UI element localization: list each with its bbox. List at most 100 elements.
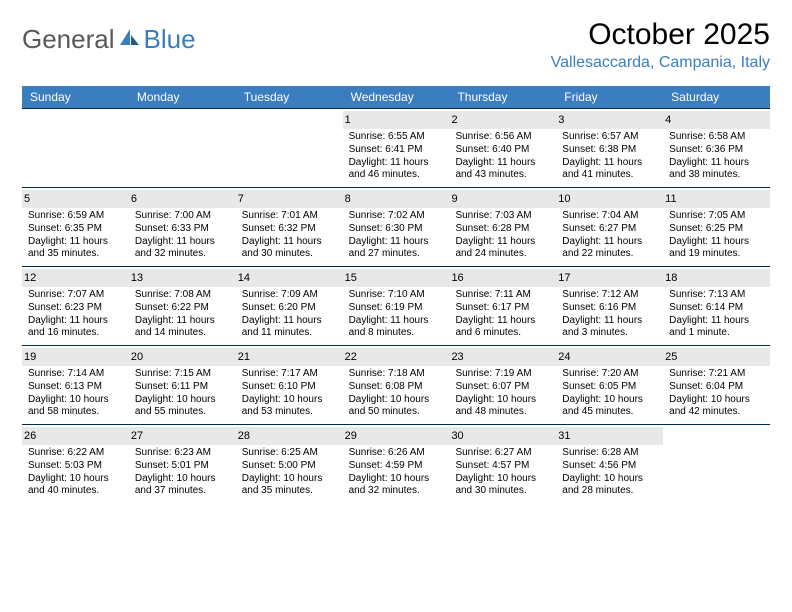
day-number: 24 (556, 348, 663, 366)
day-number: 21 (236, 348, 343, 366)
dayhead-sat: Saturday (663, 86, 770, 108)
day-number: 14 (236, 269, 343, 287)
day-cell: 16Sunrise: 7:11 AMSunset: 6:17 PMDayligh… (449, 267, 556, 345)
sunset: Sunset: 6:40 PM (455, 144, 550, 157)
day-number: 19 (22, 348, 129, 366)
day-cell: . (236, 109, 343, 187)
sunrise: Sunrise: 7:08 AM (135, 289, 230, 302)
daylight: Daylight: 10 hours and 55 minutes. (135, 394, 230, 420)
day-cell: 9 Sunrise: 7:03 AMSunset: 6:28 PMDaylight… (449, 188, 556, 266)
day-cell: 14Sunrise: 7:09 AMSunset: 6:20 PMDayligh… (236, 267, 343, 345)
day-number: 29 (343, 427, 450, 445)
sunrise: Sunrise: 6:56 AM (455, 131, 550, 144)
sunset: Sunset: 6:19 PM (349, 302, 444, 315)
daylight: Daylight: 10 hours and 37 minutes. (135, 473, 230, 499)
day-cell: 15Sunrise: 7:10 AMSunset: 6:19 PMDayligh… (343, 267, 450, 345)
day-cell: 11 Sunrise: 7:05 AMSunset: 6:25 PMDayligh… (663, 188, 770, 266)
daylight: Daylight: 11 hours and 32 minutes. (135, 236, 230, 262)
sunrise: Sunrise: 7:05 AM (669, 210, 764, 223)
daylight: Daylight: 11 hours and 8 minutes. (349, 315, 444, 341)
dayhead-mon: Monday (129, 86, 236, 108)
daylight: Daylight: 11 hours and 1 minute. (669, 315, 764, 341)
day-number: 26 (22, 427, 129, 445)
sunrise: Sunrise: 6:22 AM (28, 447, 123, 460)
sunset: Sunset: 6:35 PM (28, 223, 123, 236)
day-number: 11 (663, 190, 770, 208)
sunset: Sunset: 6:27 PM (562, 223, 657, 236)
sunrise: Sunrise: 7:03 AM (455, 210, 550, 223)
title-block: October 2025 Vallesaccarda, Campania, It… (551, 18, 770, 72)
dayhead-tue: Tuesday (236, 86, 343, 108)
sunset: Sunset: 6:33 PM (135, 223, 230, 236)
day-cell: 26 Sunrise: 6:22 AMSunset: 5:03 PMDayligh… (22, 425, 129, 503)
sunrise: Sunrise: 6:28 AM (562, 447, 657, 460)
sunrise: Sunrise: 7:11 AM (455, 289, 550, 302)
day-cell: 21Sunrise: 7:17 AMSunset: 6:10 PMDayligh… (236, 346, 343, 424)
day-number: 4 (663, 111, 770, 129)
daylight: Daylight: 11 hours and 30 minutes. (242, 236, 337, 262)
sunset: Sunset: 6:10 PM (242, 381, 337, 394)
daylight: Daylight: 10 hours and 28 minutes. (562, 473, 657, 499)
sunrise: Sunrise: 7:07 AM (28, 289, 123, 302)
day-number: 23 (449, 348, 556, 366)
day-cell: 7Sunrise: 7:01 AMSunset: 6:32 PMDaylight… (236, 188, 343, 266)
day-number: 2 (449, 111, 556, 129)
sunrise: Sunrise: 7:01 AM (242, 210, 337, 223)
calendar: Sunday Monday Tuesday Wednesday Thursday… (22, 86, 770, 503)
page-title: October 2025 (551, 18, 770, 52)
sunrise: Sunrise: 7:18 AM (349, 368, 444, 381)
sunset: Sunset: 5:00 PM (242, 460, 337, 473)
sunset: Sunset: 5:03 PM (28, 460, 123, 473)
day-number: 10 (556, 190, 663, 208)
day-number: 12 (22, 269, 129, 287)
daylight: Daylight: 11 hours and 41 minutes. (562, 157, 657, 183)
day-cell: 31 Sunrise: 6:28 AMSunset: 4:56 PMDayligh… (556, 425, 663, 503)
day-cell: . (129, 109, 236, 187)
daylight: Daylight: 11 hours and 19 minutes. (669, 236, 764, 262)
dayhead-wed: Wednesday (343, 86, 450, 108)
sunrise: Sunrise: 7:15 AM (135, 368, 230, 381)
day-number: . (129, 111, 236, 129)
sunset: Sunset: 6:28 PM (455, 223, 550, 236)
daylight: Daylight: 11 hours and 24 minutes. (455, 236, 550, 262)
sunset: Sunset: 6:11 PM (135, 381, 230, 394)
sunset: Sunset: 6:41 PM (349, 144, 444, 157)
day-number: 9 (449, 190, 556, 208)
day-cell: 22Sunrise: 7:18 AMSunset: 6:08 PMDayligh… (343, 346, 450, 424)
sunset: Sunset: 4:56 PM (562, 460, 657, 473)
day-number: 25 (663, 348, 770, 366)
day-cell: 25Sunrise: 7:21 AMSunset: 6:04 PMDayligh… (663, 346, 770, 424)
sunset: Sunset: 6:38 PM (562, 144, 657, 157)
day-number: 15 (343, 269, 450, 287)
sunrise: Sunrise: 7:20 AM (562, 368, 657, 381)
daylight: Daylight: 10 hours and 42 minutes. (669, 394, 764, 420)
daylight: Daylight: 11 hours and 43 minutes. (455, 157, 550, 183)
dayhead-fri: Friday (556, 86, 663, 108)
sunset: Sunset: 6:20 PM (242, 302, 337, 315)
week-row: 5Sunrise: 6:59 AMSunset: 6:35 PMDaylight… (22, 187, 770, 266)
daylight: Daylight: 11 hours and 22 minutes. (562, 236, 657, 262)
sunrise: Sunrise: 6:25 AM (242, 447, 337, 460)
daylight: Daylight: 10 hours and 35 minutes. (242, 473, 337, 499)
sunset: Sunset: 6:30 PM (349, 223, 444, 236)
daylight: Daylight: 10 hours and 48 minutes. (455, 394, 550, 420)
sunrise: Sunrise: 6:58 AM (669, 131, 764, 144)
daylight: Daylight: 10 hours and 40 minutes. (28, 473, 123, 499)
day-number: 28 (236, 427, 343, 445)
day-cell: 2 Sunrise: 6:56 AMSunset: 6:40 PMDaylight… (449, 109, 556, 187)
day-cell: 4Sunrise: 6:58 AMSunset: 6:36 PMDaylight… (663, 109, 770, 187)
day-number: 31 (556, 427, 663, 445)
location: Vallesaccarda, Campania, Italy (551, 54, 770, 72)
logo-word2: Blue (144, 24, 196, 55)
day-cell: 29Sunrise: 6:26 AMSunset: 4:59 PMDayligh… (343, 425, 450, 503)
dayhead-thu: Thursday (449, 86, 556, 108)
day-number: 18 (663, 269, 770, 287)
sunset: Sunset: 6:32 PM (242, 223, 337, 236)
header-row: General Blue October 2025 Vallesaccarda,… (22, 18, 770, 72)
week-row: 26Sunrise: 6:22 AMSunset: 5:03 PMDayligh… (22, 424, 770, 503)
day-cell: 17Sunrise: 7:12 AMSunset: 6:16 PMDayligh… (556, 267, 663, 345)
sunrise: Sunrise: 7:17 AM (242, 368, 337, 381)
day-cell: 28 Sunrise: 6:25 AMSunset: 5:00 PMDayligh… (236, 425, 343, 503)
sunset: Sunset: 6:25 PM (669, 223, 764, 236)
sunset: Sunset: 6:23 PM (28, 302, 123, 315)
